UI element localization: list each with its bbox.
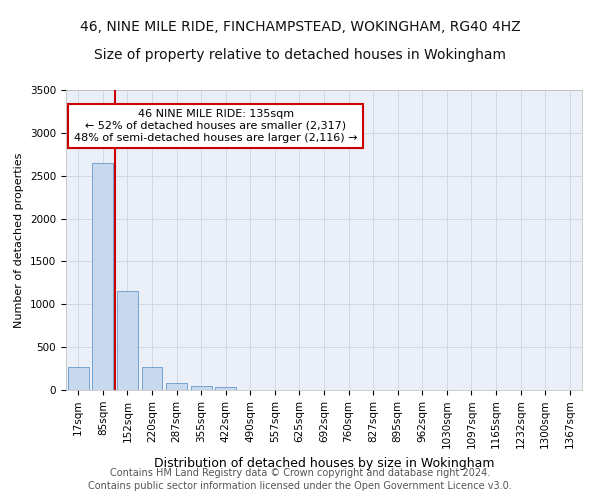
Bar — [117, 292, 138, 390]
Text: Contains HM Land Registry data © Crown copyright and database right 2024.: Contains HM Land Registry data © Crown c… — [110, 468, 490, 477]
Text: 46 NINE MILE RIDE: 135sqm
← 52% of detached houses are smaller (2,317)
48% of se: 46 NINE MILE RIDE: 135sqm ← 52% of detac… — [74, 110, 358, 142]
Text: 46, NINE MILE RIDE, FINCHAMPSTEAD, WOKINGHAM, RG40 4HZ: 46, NINE MILE RIDE, FINCHAMPSTEAD, WOKIN… — [80, 20, 520, 34]
Bar — [92, 163, 113, 390]
Text: Size of property relative to detached houses in Wokingham: Size of property relative to detached ho… — [94, 48, 506, 62]
Bar — [191, 386, 212, 390]
Text: Contains public sector information licensed under the Open Government Licence v3: Contains public sector information licen… — [88, 481, 512, 491]
Y-axis label: Number of detached properties: Number of detached properties — [14, 152, 25, 328]
X-axis label: Distribution of detached houses by size in Wokingham: Distribution of detached houses by size … — [154, 457, 494, 470]
Bar — [68, 367, 89, 390]
Bar — [142, 367, 163, 390]
Bar — [215, 388, 236, 390]
Bar — [166, 383, 187, 390]
